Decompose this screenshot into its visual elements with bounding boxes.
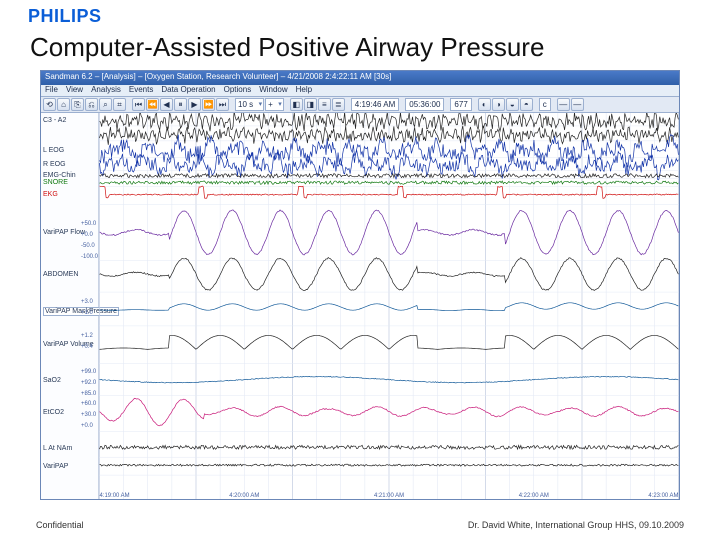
- channel-label-ekg: EKG: [43, 191, 58, 198]
- tb-g4-0[interactable]: ◐: [478, 98, 491, 111]
- svg-text:4:20:00 AM: 4:20:00 AM: [229, 493, 259, 499]
- tb-g1-1[interactable]: ⌂: [57, 98, 70, 111]
- polysomnograph-chart: C3 - A2 L EOG R EOG EMG-ChinSNORE EKG VariPAP…: [41, 113, 679, 499]
- channel-label-etco2: EtCO2: [43, 409, 64, 416]
- tb-nav-3[interactable]: ⏸: [174, 98, 187, 111]
- tb-g3-1[interactable]: ◨: [304, 98, 317, 111]
- application-window: Sandman 6.2 – [Analysis] – [Oxygen Stati…: [40, 70, 680, 500]
- menu-options[interactable]: Options: [224, 85, 252, 96]
- tb-g1-2[interactable]: ⎘: [71, 98, 84, 111]
- tb-nav-0[interactable]: ⏮: [132, 98, 145, 111]
- slide-footer: Confidential Dr. David White, Internatio…: [36, 520, 684, 530]
- svg-text:4:21:00 AM: 4:21:00 AM: [374, 493, 404, 499]
- svg-text:4:19:00 AM: 4:19:00 AM: [100, 493, 130, 499]
- svg-text:4:23:00 AM: 4:23:00 AM: [648, 493, 678, 499]
- tb-g4-1[interactable]: ◑: [492, 98, 505, 111]
- menu-analysis[interactable]: Analysis: [91, 85, 121, 96]
- zoom-select[interactable]: +: [265, 98, 284, 111]
- epoch-select[interactable]: 10 s: [235, 98, 264, 111]
- tb-g5-0[interactable]: —: [557, 98, 570, 111]
- brand-logo: PHILIPS: [28, 6, 102, 27]
- waveform-panel: 4:19:00 AM 4:20:00 AM 4:21:00 AM 4:22:00 AM…: [99, 113, 679, 499]
- tb-g4-3[interactable]: ◓: [520, 98, 533, 111]
- channel-label-varipap: VariPAP: [43, 463, 68, 470]
- toolbar: ⟲⌂⎘⎌⌕⌗ ⏮⏪◀⏸▶⏩⏭ 10 s+ ◧◨≡≣ 4:19:46 AM 05:36:00…: [41, 97, 679, 113]
- tb-g3-2[interactable]: ≡: [318, 98, 331, 111]
- menu-file[interactable]: File: [45, 85, 58, 96]
- tb-nav-1[interactable]: ⏪: [146, 98, 159, 111]
- channel-label-emg-chin: EMG-Chin: [43, 172, 76, 179]
- menu-bar: File View Analysis Events Data Operation Opti…: [41, 85, 679, 97]
- channel-label-abdomen: ABDOMEN: [43, 271, 78, 278]
- time-field[interactable]: 4:19:46 AM: [351, 98, 399, 111]
- tb-g3-0[interactable]: ◧: [290, 98, 303, 111]
- tb-g1-5[interactable]: ⌗: [113, 98, 126, 111]
- tb-nav-6[interactable]: ⏭: [216, 98, 229, 111]
- menu-window[interactable]: Window: [259, 85, 287, 96]
- channel-label-varipap-flow: VariPAP Flow: [43, 229, 85, 236]
- channel-label-sao2: SaO2: [43, 377, 61, 384]
- tb-g1-4[interactable]: ⌕: [99, 98, 112, 111]
- footer-confidential: Confidential: [36, 520, 84, 530]
- tb-g4-2[interactable]: ◒: [506, 98, 519, 111]
- channel-label-r-eog: R EOG: [43, 161, 66, 168]
- channel-label-column: C3 - A2 L EOG R EOG EMG-ChinSNORE EKG VariPAP…: [41, 113, 99, 499]
- menu-view[interactable]: View: [66, 85, 83, 96]
- tb-g3-3[interactable]: ≣: [332, 98, 345, 111]
- flag-field[interactable]: c: [539, 98, 551, 111]
- tb-g1-0[interactable]: ⟲: [43, 98, 56, 111]
- menu-events[interactable]: Events: [129, 85, 153, 96]
- window-titlebar: Sandman 6.2 – [Analysis] – [Oxygen Stati…: [41, 71, 679, 85]
- footer-attribution: Dr. David White, International Group HHS…: [468, 520, 684, 530]
- elapsed-field[interactable]: 05:36:00: [405, 98, 444, 111]
- menu-data-operation[interactable]: Data Operation: [161, 85, 215, 96]
- channel-label-l-at-nam: L At NAm: [43, 445, 72, 452]
- menu-help[interactable]: Help: [296, 85, 312, 96]
- tb-nav-4[interactable]: ▶: [188, 98, 201, 111]
- epoch-field[interactable]: 677: [450, 98, 471, 111]
- tb-g1-3[interactable]: ⎌: [85, 98, 98, 111]
- channel-label-c3---a2: C3 - A2: [43, 117, 66, 124]
- channel-label-snore: SNORE: [43, 179, 68, 186]
- tb-g5-1[interactable]: —: [571, 98, 584, 111]
- tb-nav-5[interactable]: ⏩: [202, 98, 215, 111]
- slide-title: Computer-Assisted Positive Airway Pressu…: [30, 32, 544, 63]
- waveform-svg: 4:19:00 AM 4:20:00 AM 4:21:00 AM 4:22:00 AM…: [99, 113, 679, 499]
- channel-label-l-eog: L EOG: [43, 147, 64, 154]
- tb-nav-2[interactable]: ◀: [160, 98, 173, 111]
- svg-text:4:22:00 AM: 4:22:00 AM: [519, 493, 549, 499]
